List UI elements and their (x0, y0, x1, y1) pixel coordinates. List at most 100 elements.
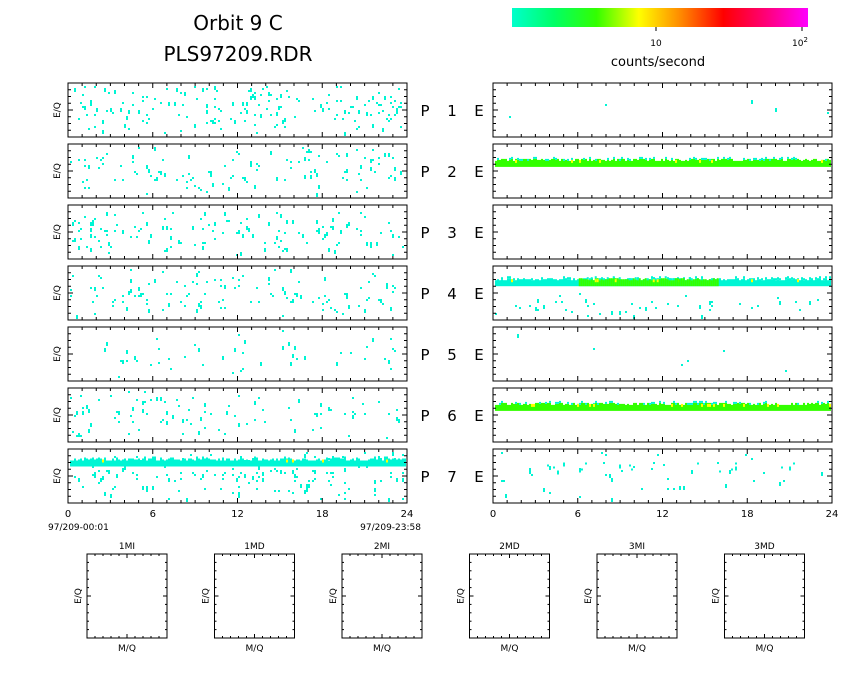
left-panel-3-cell (164, 250, 166, 252)
left-panel-4-cell (318, 297, 320, 299)
right-panel-2-band-edge (627, 157, 629, 160)
left-panel-1-cell (358, 110, 360, 114)
left-panel-1-cell (274, 126, 276, 128)
right-panel-7-cell (683, 486, 685, 490)
left-panel-4-cell (222, 299, 224, 301)
right-panel-4-secondary-band-cell (624, 279, 627, 287)
left-panel-2-cell (372, 159, 374, 161)
left-panel-7-band-peak (292, 459, 294, 463)
right-panel-4-band-cell (729, 279, 731, 287)
right-panel-6-band-peak (743, 403, 745, 407)
left-panel-7-cell (344, 468, 346, 472)
left-panel-4-cell (298, 281, 300, 283)
left-panel-1-cell (206, 88, 208, 90)
left-panel-1-cell (344, 132, 346, 136)
left-panel-7-band-cell (116, 459, 118, 467)
right-panel-4-band-edge (701, 276, 703, 279)
left-panel-7-band-edge (202, 456, 204, 459)
right-panel-2-band-cell (625, 160, 627, 167)
left-panel-2-cell (84, 165, 86, 167)
left-panel-2-cell (148, 169, 150, 173)
left-panel-7-cell (374, 480, 376, 484)
left-panel-7-cell (104, 492, 106, 496)
left-panel-7-band-edge (144, 456, 146, 459)
left-panel-3-cell (224, 212, 226, 216)
left-panel-6-cell (320, 413, 322, 415)
left-panel-3-cell (292, 220, 294, 222)
left-panel-7-band-edge (92, 457, 94, 460)
left-panel-4-frame (67, 265, 408, 321)
right-panel-4-band-cell (793, 278, 795, 287)
left-panel-3-cell (226, 220, 228, 222)
right-panel-1-cell (605, 104, 607, 106)
left-panel-7-cell (132, 472, 134, 474)
right-panel-4-band-cell (801, 279, 803, 287)
left-panel-1-cell (214, 106, 216, 108)
left-panel-4-cell (170, 293, 172, 295)
right-panel-7-cell (603, 462, 605, 464)
right-panel-4-band-cell (755, 280, 757, 287)
left-panel-2-cell (388, 177, 390, 179)
right-panel-6-band-edge (611, 400, 613, 403)
left-panel-7-band-cell (206, 459, 208, 467)
left-panel-3-cell (298, 232, 300, 234)
left-panel-1-cell (320, 104, 322, 108)
left-panel-1-cell (194, 126, 196, 128)
left-panel-1-cell (146, 114, 148, 116)
right-panel-7-band-cell (735, 462, 737, 465)
right-panel-6-band-cell (797, 404, 799, 411)
left-panel-6-cell (204, 427, 206, 429)
right-panel-2-band-edge (769, 158, 771, 161)
right-panel-7-band-cell (735, 466, 737, 471)
right-panel-4-secondary-band-cell (588, 280, 591, 287)
left-panel-3-cell (332, 218, 334, 222)
left-panel-3-cell (72, 224, 74, 226)
left-panel-7-band-cell (338, 459, 340, 467)
left-panel-7-band-cell (226, 458, 228, 467)
left-panel-4-cell (130, 269, 132, 271)
right-panel-4-secondary-band-cell (682, 278, 685, 287)
left-panel-7-band-cell (354, 460, 356, 467)
left-panel-6-cell (70, 397, 72, 399)
left-panel-7-band-cell (330, 460, 332, 467)
right-panel-6-band-cell (641, 402, 643, 411)
left-panel-7-band-edge (318, 458, 320, 461)
left-panel-1-cell (120, 108, 122, 112)
right-panel-6-band-cell (581, 402, 583, 411)
right-panel-2-band-cell (663, 160, 665, 167)
left-panel-6-cell (396, 409, 398, 411)
right-panel-4-secondary-band-edge (590, 277, 593, 280)
left-panel-4-cell (184, 305, 186, 307)
left-panel-4-cell (330, 307, 332, 309)
right-panel-6-band-cell (827, 402, 829, 411)
right-panel-6-band-edge (699, 400, 701, 403)
left-panel-2-cell (188, 173, 190, 175)
left-panel-3-cell (286, 220, 288, 224)
right-panel-6-band-cell (773, 404, 775, 411)
right-panel-2-band-cell (643, 158, 645, 167)
left-panel-3-cell (370, 242, 372, 244)
left-panel-1-cell (152, 108, 154, 110)
left-panel-7-cell (296, 476, 298, 478)
left-panel-2-cell (298, 161, 300, 163)
right-panel-6-band-edge (725, 400, 727, 403)
left-panel-7-band-cell (360, 460, 362, 467)
left-panel-4-cell (342, 313, 344, 315)
right-panel-2-band-cell (661, 158, 663, 167)
right-panel-4-secondary-band-cell (660, 278, 663, 287)
left-panel-5-cell (304, 356, 306, 360)
left-panel-6-cell (204, 411, 206, 413)
right-panel-6-band-cell (515, 403, 517, 411)
right-panel-6-band-peak (681, 403, 683, 407)
left-panel-2-cell (160, 173, 162, 175)
right-panel-4-secondary-band-cell (622, 279, 625, 287)
left-panel-4-cell (148, 283, 150, 285)
right-panel-7-cell (611, 478, 613, 482)
left-panel-4-cell (114, 299, 116, 301)
right-panel-6-band-cell (505, 402, 507, 411)
left-panel-5-cell (150, 364, 152, 366)
left-panel-ylabel: E/Q (53, 102, 63, 118)
left-panel-7-band-cell (374, 458, 376, 467)
right-panel-6-band-cell (669, 404, 671, 411)
right-panel-4-band-cell (743, 278, 745, 287)
